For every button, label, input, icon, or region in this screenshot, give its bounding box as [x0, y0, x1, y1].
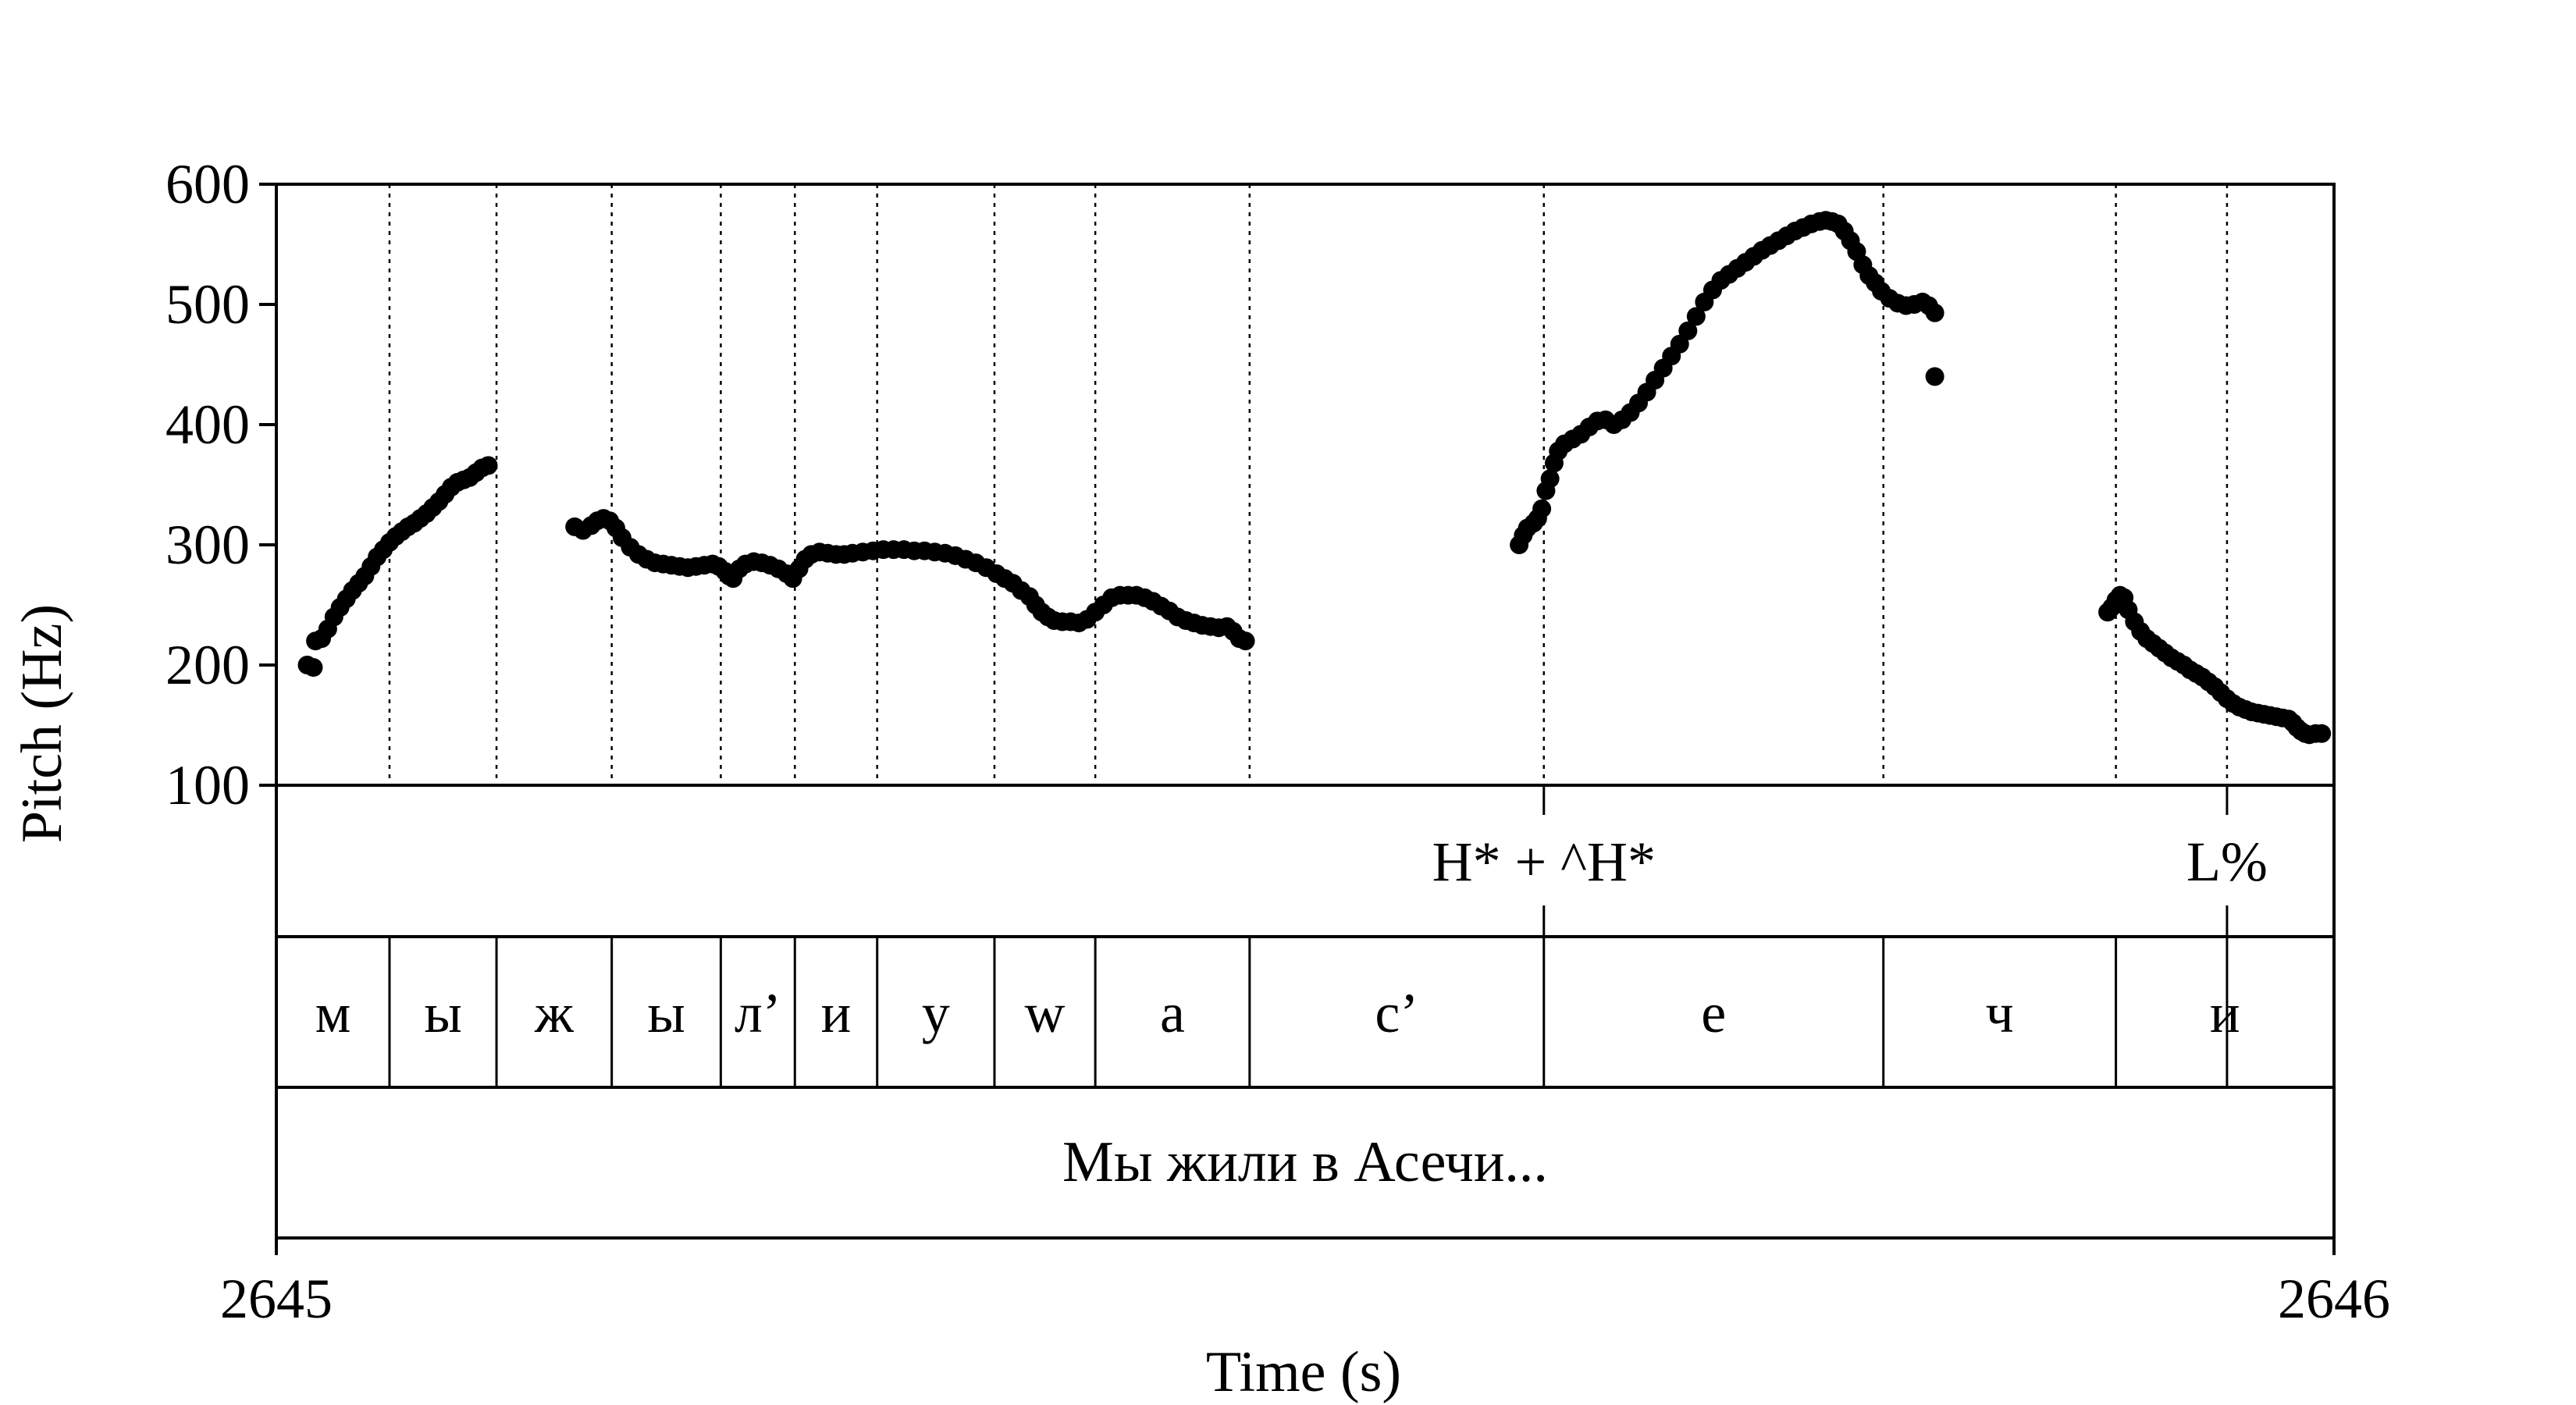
segment-label: а: [1160, 982, 1185, 1044]
pitch-point: [1236, 631, 1255, 651]
pitch-point: [1532, 499, 1552, 518]
pitch-point: [1686, 307, 1706, 326]
pitch-point: [1925, 367, 1944, 386]
y-tick-label: 200: [165, 634, 250, 696]
tone-label: L%: [2186, 831, 2268, 893]
segment-label: ч: [1986, 982, 2014, 1044]
y-tick-label: 600: [165, 153, 250, 215]
pitch-point: [2312, 724, 2332, 743]
x-tick-label: 2646: [2278, 1268, 2390, 1330]
segment-label: м: [315, 982, 351, 1044]
sentence-label: Мы жили в Асечи...: [1062, 1130, 1548, 1194]
segment-label: ж: [534, 982, 575, 1044]
segment-label: ы: [424, 982, 461, 1044]
segment-label: и: [821, 982, 852, 1044]
plot-area: [275, 183, 2336, 1240]
segment-label: ы: [647, 982, 685, 1044]
y-tick-label: 100: [165, 754, 250, 816]
annotation-tiers: H* + ^H* L% м ы ж ы л’ и у w а с’ е ч и Мы жили в Асечи…: [315, 785, 2268, 1194]
y-axis-title: Pitch (Hz): [10, 604, 74, 843]
plot-frame: [275, 183, 2336, 1240]
segment-label: w: [1025, 982, 1066, 1044]
y-axis-ticks: 600 500 400 300 200 100: [165, 153, 276, 816]
x-axis-title: Time (s): [1206, 1340, 1401, 1404]
y-tick-label: 300: [165, 514, 250, 576]
pitch-points: [297, 211, 2332, 745]
segment-label: е: [1701, 982, 1726, 1044]
x-tick-label: 2645: [220, 1268, 333, 1330]
segment-label: с’: [1375, 982, 1418, 1044]
segment-label: у: [922, 982, 950, 1044]
y-tick-label: 500: [165, 273, 250, 336]
pitch-point: [1678, 321, 1698, 340]
pitch-point: [479, 456, 498, 475]
pitch-point: [1925, 303, 1944, 322]
tone-label: H* + ^H*: [1432, 831, 1656, 893]
pitch-point: [1540, 469, 1560, 489]
pitch-point: [304, 658, 323, 678]
segment-boundaries: [388, 184, 2229, 1087]
segment-label: и: [2210, 982, 2240, 1044]
x-axis-ticks: 2645 2646: [220, 1238, 2390, 1330]
y-tick-label: 400: [165, 393, 250, 456]
segment-label: л’: [735, 982, 781, 1044]
